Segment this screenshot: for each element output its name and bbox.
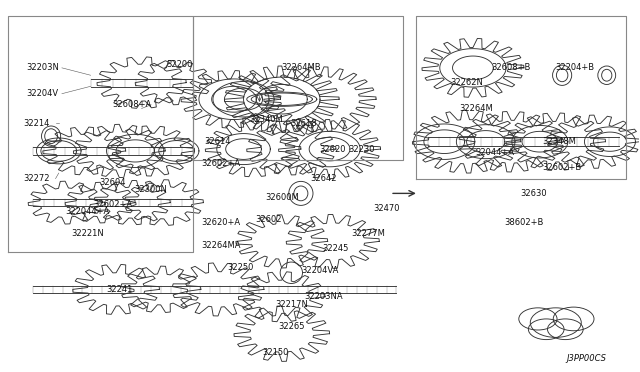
- Text: 32221N: 32221N: [71, 230, 104, 238]
- Text: 32214: 32214: [23, 119, 50, 128]
- Text: 32277M: 32277M: [351, 230, 385, 238]
- Text: 32264MA: 32264MA: [202, 241, 241, 250]
- Text: 32217N: 32217N: [275, 300, 308, 309]
- Text: 32618: 32618: [291, 119, 317, 128]
- Text: 32642: 32642: [310, 174, 337, 183]
- Text: 32250: 32250: [227, 263, 253, 272]
- Text: 32203NA: 32203NA: [304, 292, 342, 301]
- Text: 32602+B: 32602+B: [543, 163, 582, 172]
- Text: J3PP00CS: J3PP00CS: [567, 354, 607, 363]
- Text: 32602: 32602: [256, 215, 282, 224]
- Text: 32620+A: 32620+A: [202, 218, 241, 227]
- Text: 32630: 32630: [520, 189, 547, 198]
- Text: 32262N: 32262N: [450, 78, 483, 87]
- Text: 32602+A: 32602+A: [93, 200, 132, 209]
- Text: 32604: 32604: [100, 178, 126, 187]
- Text: 32044+A: 32044+A: [476, 148, 515, 157]
- Text: 32340M: 32340M: [249, 115, 283, 124]
- Text: 32470: 32470: [374, 203, 400, 213]
- Text: 32264MB: 32264MB: [281, 63, 321, 72]
- Text: 32245: 32245: [323, 244, 349, 253]
- Text: 32200: 32200: [166, 60, 193, 69]
- Text: 32241: 32241: [106, 285, 132, 294]
- Text: 32600M: 32600M: [265, 193, 299, 202]
- Text: 32614: 32614: [205, 137, 231, 146]
- Text: 32272: 32272: [23, 174, 50, 183]
- Text: 32300N: 32300N: [134, 185, 168, 194]
- Text: 38602+B: 38602+B: [504, 218, 543, 227]
- Text: 32620: 32620: [319, 145, 346, 154]
- Text: 32608+B: 32608+B: [492, 63, 531, 72]
- Text: 32608+A: 32608+A: [113, 100, 152, 109]
- Text: 32230: 32230: [348, 145, 374, 154]
- Text: 32204V: 32204V: [27, 89, 59, 98]
- Text: 32264M: 32264M: [460, 104, 493, 113]
- Text: 32204+B: 32204+B: [556, 63, 595, 72]
- Text: 32348M: 32348M: [542, 137, 576, 146]
- Text: 32204VA: 32204VA: [301, 266, 339, 275]
- Text: 32150: 32150: [262, 348, 289, 357]
- Text: 32602+A: 32602+A: [202, 159, 241, 169]
- Text: 32203N: 32203N: [26, 63, 60, 72]
- Text: 322044+A: 322044+A: [65, 207, 109, 217]
- Text: 32265: 32265: [278, 322, 305, 331]
